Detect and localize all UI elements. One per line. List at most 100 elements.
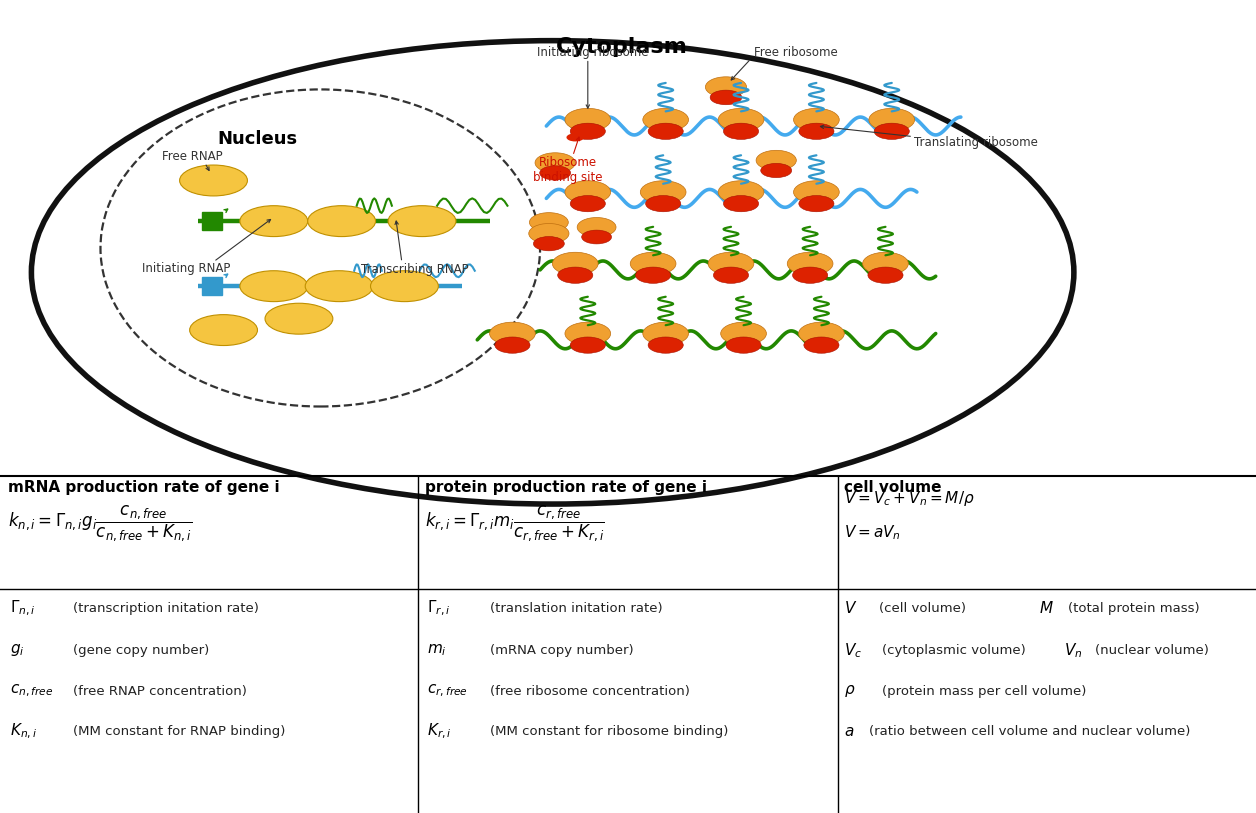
Text: $m_i$: $m_i$ — [427, 642, 447, 659]
Text: protein production rate of gene i: protein production rate of gene i — [425, 480, 707, 494]
Ellipse shape — [534, 237, 564, 251]
Ellipse shape — [578, 218, 615, 237]
Ellipse shape — [648, 337, 683, 353]
Ellipse shape — [240, 206, 308, 237]
Ellipse shape — [180, 165, 247, 196]
Ellipse shape — [565, 180, 610, 203]
Ellipse shape — [265, 303, 333, 334]
Ellipse shape — [371, 271, 438, 302]
Text: $k_{n,i} = \Gamma_{n,i} g_i \dfrac{c_{n,free}}{c_{n,free} + K_{n,i}}$: $k_{n,i} = \Gamma_{n,i} g_i \dfrac{c_{n,… — [8, 504, 192, 544]
Text: $\rho$: $\rho$ — [844, 683, 855, 699]
Ellipse shape — [305, 271, 373, 302]
Text: (MM constant for ribosome binding): (MM constant for ribosome binding) — [490, 725, 728, 738]
Ellipse shape — [529, 224, 569, 244]
Ellipse shape — [723, 195, 759, 211]
Ellipse shape — [535, 153, 575, 173]
Text: $c_{r,free}$: $c_{r,free}$ — [427, 683, 468, 699]
Text: (cell volume): (cell volume) — [879, 602, 966, 615]
Text: Free ribosome: Free ribosome — [754, 46, 838, 59]
Text: mRNA production rate of gene i: mRNA production rate of gene i — [8, 480, 279, 494]
Ellipse shape — [565, 108, 610, 131]
Ellipse shape — [566, 133, 584, 141]
Text: (translation initation rate): (translation initation rate) — [490, 602, 662, 615]
Text: Translating ribosome: Translating ribosome — [914, 136, 1039, 149]
Ellipse shape — [582, 230, 612, 244]
Ellipse shape — [570, 337, 605, 353]
Ellipse shape — [713, 267, 749, 283]
Ellipse shape — [874, 123, 909, 140]
Ellipse shape — [646, 195, 681, 211]
Text: Transcribing RNAP: Transcribing RNAP — [360, 263, 468, 276]
Ellipse shape — [388, 206, 456, 237]
Ellipse shape — [726, 337, 761, 353]
Ellipse shape — [631, 252, 676, 275]
Ellipse shape — [641, 180, 686, 203]
Ellipse shape — [540, 166, 570, 180]
Ellipse shape — [534, 225, 564, 239]
Text: Initiating ribosome: Initiating ribosome — [538, 46, 648, 59]
Text: (mRNA copy number): (mRNA copy number) — [490, 644, 633, 657]
Ellipse shape — [240, 271, 308, 302]
Ellipse shape — [718, 180, 764, 203]
Ellipse shape — [794, 108, 839, 131]
Ellipse shape — [799, 195, 834, 211]
Text: (ratio between cell volume and nuclear volume): (ratio between cell volume and nuclear v… — [869, 725, 1191, 738]
Ellipse shape — [863, 252, 908, 275]
Ellipse shape — [868, 267, 903, 283]
Ellipse shape — [570, 195, 605, 211]
Text: (free ribosome concentration): (free ribosome concentration) — [490, 685, 690, 698]
Text: Nucleus: Nucleus — [217, 130, 298, 148]
Ellipse shape — [643, 108, 688, 131]
Ellipse shape — [553, 252, 598, 275]
Text: (cytoplasmic volume): (cytoplasmic volume) — [882, 644, 1025, 657]
Text: (nuclear volume): (nuclear volume) — [1095, 644, 1210, 657]
Text: Cytoplasm: Cytoplasm — [556, 37, 687, 58]
Ellipse shape — [799, 123, 834, 140]
Ellipse shape — [648, 123, 683, 140]
Text: $k_{r,i} = \Gamma_{r,i} m_i \dfrac{c_{r,free}}{c_{r,free} + K_{r,i}}$: $k_{r,i} = \Gamma_{r,i} m_i \dfrac{c_{r,… — [425, 504, 604, 544]
Bar — [202, 277, 222, 295]
Text: $\Gamma_{n,i}$: $\Gamma_{n,i}$ — [10, 598, 36, 618]
Ellipse shape — [308, 206, 376, 237]
Bar — [202, 212, 222, 230]
Text: (protein mass per cell volume): (protein mass per cell volume) — [882, 685, 1086, 698]
Ellipse shape — [643, 322, 688, 345]
Ellipse shape — [495, 337, 530, 353]
Text: $V = V_c + V_n = M/\rho$: $V = V_c + V_n = M/\rho$ — [844, 489, 975, 508]
Text: $V_n$: $V_n$ — [1064, 641, 1083, 660]
Text: (total protein mass): (total protein mass) — [1068, 602, 1199, 615]
Ellipse shape — [31, 41, 1074, 504]
Ellipse shape — [710, 90, 742, 105]
Text: $K_{n,i}$: $K_{n,i}$ — [10, 722, 38, 741]
Ellipse shape — [565, 322, 610, 345]
Text: (gene copy number): (gene copy number) — [73, 644, 208, 657]
Text: $M$: $M$ — [1039, 600, 1054, 616]
Text: Initiating RNAP: Initiating RNAP — [142, 262, 230, 275]
Ellipse shape — [530, 213, 568, 232]
Ellipse shape — [721, 322, 766, 345]
Ellipse shape — [558, 267, 593, 283]
Ellipse shape — [869, 108, 914, 131]
Ellipse shape — [570, 123, 605, 140]
Ellipse shape — [636, 267, 671, 283]
Ellipse shape — [706, 76, 746, 98]
Text: $V$: $V$ — [844, 600, 858, 616]
Ellipse shape — [490, 322, 535, 345]
Text: $a$: $a$ — [844, 724, 854, 739]
Ellipse shape — [190, 315, 257, 346]
Ellipse shape — [788, 252, 833, 275]
Text: Ribosome
binding site: Ribosome binding site — [533, 156, 603, 184]
Text: $g_i$: $g_i$ — [10, 642, 25, 659]
Text: $\Gamma_{r,i}$: $\Gamma_{r,i}$ — [427, 598, 451, 618]
Ellipse shape — [799, 322, 844, 345]
Text: (transcription initation rate): (transcription initation rate) — [73, 602, 259, 615]
Ellipse shape — [718, 108, 764, 131]
Text: (free RNAP concentration): (free RNAP concentration) — [73, 685, 246, 698]
Ellipse shape — [756, 150, 796, 171]
Text: $V_c$: $V_c$ — [844, 641, 862, 660]
Ellipse shape — [708, 252, 754, 275]
Text: $c_{n,free}$: $c_{n,free}$ — [10, 683, 54, 699]
Text: $K_{r,i}$: $K_{r,i}$ — [427, 722, 452, 741]
Text: $V = a V_n$: $V = a V_n$ — [844, 524, 901, 542]
Text: (MM constant for RNAP binding): (MM constant for RNAP binding) — [73, 725, 285, 738]
